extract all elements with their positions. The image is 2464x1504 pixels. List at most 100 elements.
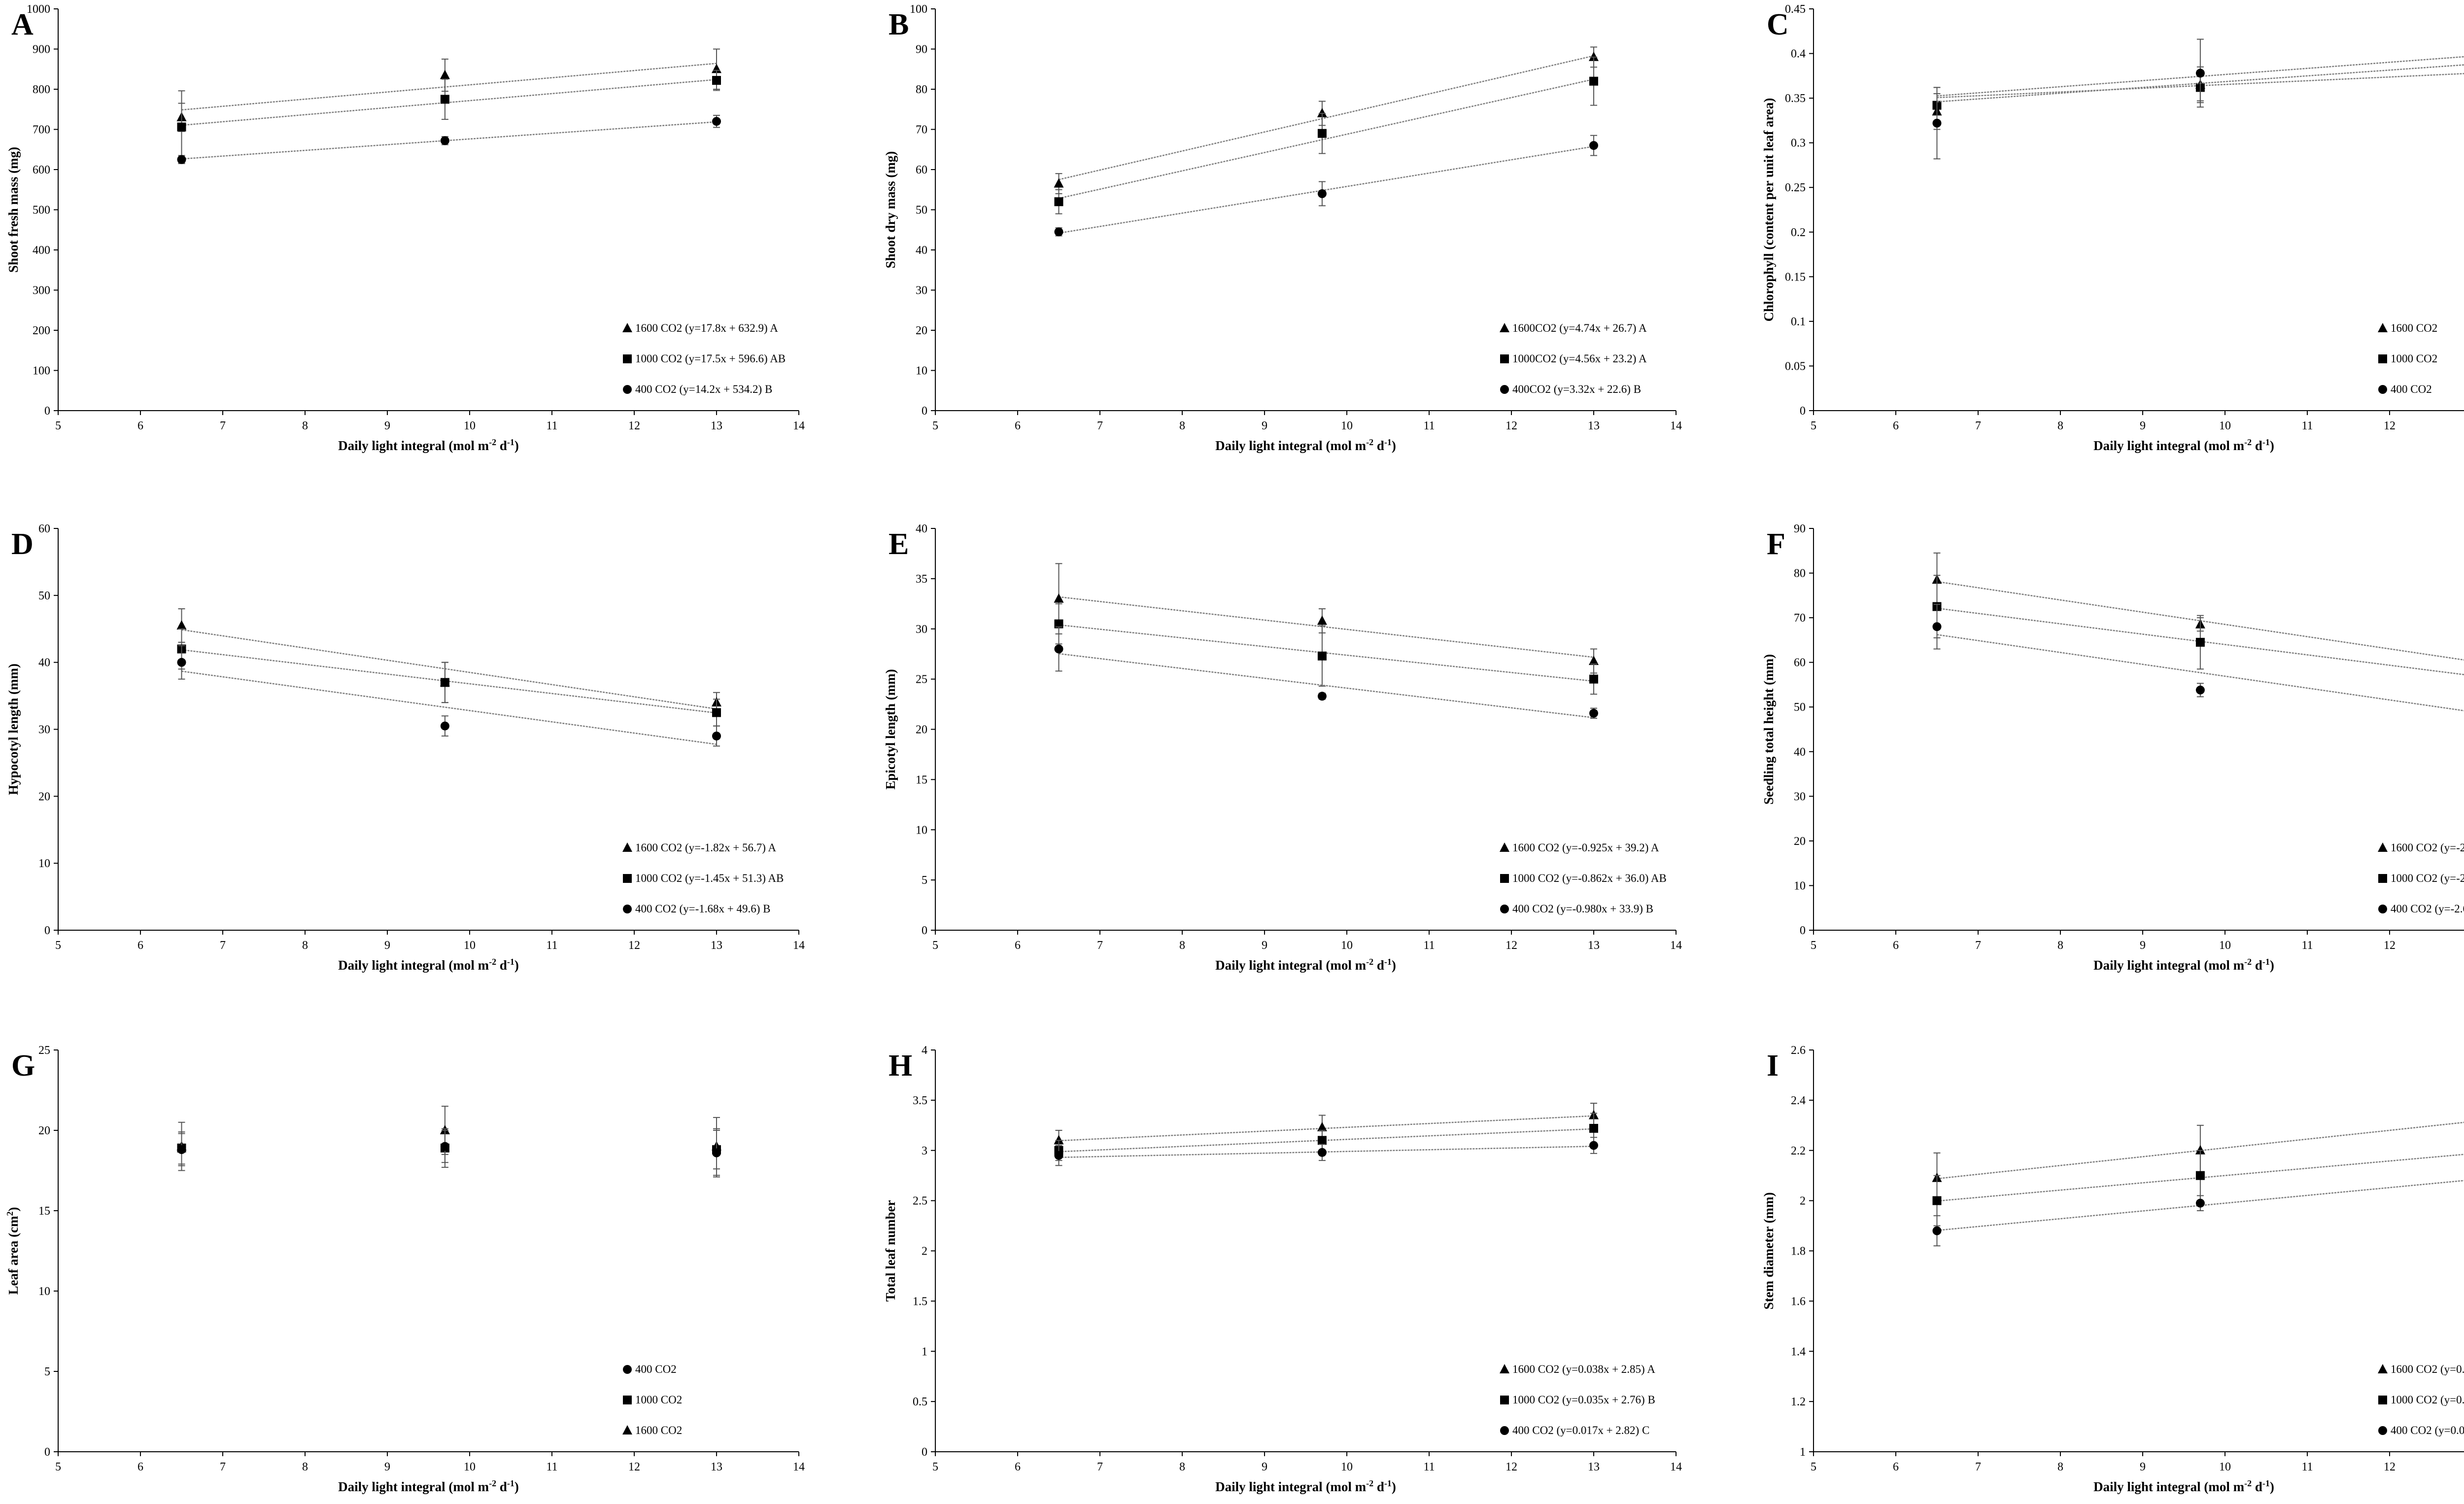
legend-label: 1600 CO2	[2391, 322, 2437, 334]
y-tick-label: 300	[33, 284, 50, 297]
point-s1600	[1054, 1135, 1064, 1145]
y-tick-label: 600	[33, 164, 50, 176]
y-tick-label: 0.2	[1791, 226, 1806, 239]
x-tick-label: 7	[1097, 420, 1103, 432]
y-tick-label: 1.8	[1791, 1245, 1806, 1258]
legend-entry: 1600 CO2 (y=17.8x + 632.9) A	[622, 322, 778, 334]
x-tick-label: 10	[1341, 420, 1353, 432]
trendline-s400	[1059, 145, 1594, 234]
y-tick-label: 2.5	[913, 1195, 927, 1208]
legend-marker	[1500, 905, 1509, 913]
legend-marker	[1500, 354, 1509, 363]
legend-marker	[623, 385, 632, 394]
trendline-s400	[181, 670, 717, 745]
legend-marker	[2378, 905, 2387, 913]
x-tick-label: 13	[1588, 420, 1600, 432]
x-tick-label: 10	[464, 420, 476, 432]
x-tick-label: 10	[1341, 1461, 1353, 1473]
x-tick-label: 12	[628, 420, 640, 432]
y-tick-label: 60	[916, 164, 927, 176]
x-tick-label: 9	[384, 420, 390, 432]
trendline-s400	[1937, 64, 2464, 103]
legend-label: 400 CO2 (y=0.017x + 2.82) C	[1512, 1424, 1649, 1436]
x-tick-label: 12	[1506, 1461, 1517, 1473]
point-s1000	[2195, 1171, 2205, 1180]
y-tick-label: 0	[922, 405, 927, 418]
point-s400	[440, 136, 449, 145]
trendline-s1600	[1059, 596, 1594, 658]
y-tick-label: 2	[922, 1245, 927, 1258]
x-tick-label: 7	[1975, 420, 1981, 432]
y-tick-label: 25	[916, 673, 927, 686]
x-axis-label: Daily light integral (mol m-2 d-1)	[1215, 957, 1396, 973]
y-tick-label: 1	[922, 1345, 927, 1358]
legend-marker	[1500, 323, 1509, 332]
y-tick-label: 0.1	[1791, 315, 1806, 328]
y-tick-label: 60	[1794, 657, 1806, 669]
x-tick-label: 14	[1670, 1461, 1682, 1473]
x-tick-label: 7	[1097, 939, 1103, 952]
point-s400	[1317, 692, 1327, 701]
y-tick-label: 200	[33, 324, 50, 337]
y-tick-label: 20	[38, 790, 50, 803]
y-tick-label: 60	[38, 523, 50, 535]
x-tick-label: 12	[1506, 939, 1517, 952]
y-tick-label: 10	[1794, 879, 1806, 892]
x-tick-label: 8	[2057, 1461, 2063, 1473]
x-axis-label: Daily light integral (mol m-2 d-1)	[2093, 957, 2274, 973]
y-tick-label: 0.45	[1785, 3, 1806, 16]
point-s400	[1932, 118, 1942, 128]
legend-marker	[1500, 1396, 1509, 1404]
point-s1000	[1589, 674, 1598, 684]
legend-marker	[2378, 1364, 2388, 1373]
point-s1600	[1054, 178, 1064, 188]
y-tick-label: 100	[33, 365, 50, 378]
x-tick-label: 9	[2140, 1461, 2146, 1473]
x-tick-label: 6	[137, 1461, 143, 1473]
y-tick-label: 20	[916, 324, 927, 337]
panel-letter: E	[889, 527, 909, 561]
y-tick-label: 0.5	[913, 1396, 927, 1408]
x-axis-label: Daily light integral (mol m-2 d-1)	[2093, 437, 2274, 453]
x-tick-label: 13	[1588, 939, 1600, 952]
y-tick-label: 80	[1794, 567, 1806, 580]
y-tick-label: 3	[922, 1145, 927, 1157]
x-tick-label: 8	[1179, 939, 1185, 952]
x-tick-label: 9	[384, 939, 390, 952]
legend-marker	[2378, 354, 2387, 363]
panel-letter: C	[1767, 8, 1789, 41]
y-tick-label: 50	[1794, 701, 1806, 714]
panel-d: 5 6 7 8 9 10 11 12 13 14 0 10 20 30 40 50 60 D Hypocotyl l…	[6, 523, 805, 973]
x-tick-label: 6	[1015, 1461, 1021, 1473]
panel-f: 5678910111213140102030405060708090FSeedl…	[1761, 523, 2464, 973]
y-tick-label: 700	[33, 124, 50, 137]
legend-entry: 1000 CO2 (y=17.5x + 596.6) AB	[623, 352, 786, 365]
x-tick-label: 6	[1893, 1461, 1899, 1473]
x-tick-label: 10	[2219, 1461, 2231, 1473]
y-tick-label: 40	[916, 244, 927, 257]
x-tick-label: 9	[2140, 420, 2146, 432]
y-tick-label: 1	[1800, 1446, 1806, 1459]
trendline-s400	[1937, 1180, 2464, 1231]
point-s1000	[1589, 1123, 1598, 1133]
x-tick-label: 12	[2384, 939, 2396, 952]
legend-label: 1600CO2 (y=4.74x + 26.7) A	[1512, 322, 1647, 334]
legend-entry: 1600 CO2 (y=-0.925x + 39.2) A	[1500, 841, 1659, 854]
point-s1000	[1054, 619, 1063, 629]
legend-entry: 1600 CO2 (y=-1.82x + 56.7) A	[622, 841, 776, 854]
legend-entry: 1000 CO2 (y=0.029x + 1.81) B	[2378, 1394, 2464, 1406]
legend-marker	[623, 874, 632, 883]
legend-marker	[2378, 842, 2388, 852]
point-s1000	[712, 76, 721, 85]
point-s1600	[2195, 1145, 2205, 1154]
y-tick-label: 20	[1794, 835, 1806, 848]
y-tick-label: 1.6	[1791, 1295, 1806, 1308]
y-tick-label: 40	[38, 657, 50, 669]
x-tick-label: 5	[55, 420, 61, 432]
point-s1000	[1054, 197, 1063, 207]
x-tick-label: 11	[2301, 939, 2313, 952]
trendline-s1600	[1059, 55, 1594, 180]
trendline-s1000	[181, 79, 717, 126]
x-axis-label: Daily light integral (mol m-2 d-1)	[338, 957, 519, 973]
y-tick-label: 10	[916, 824, 927, 837]
